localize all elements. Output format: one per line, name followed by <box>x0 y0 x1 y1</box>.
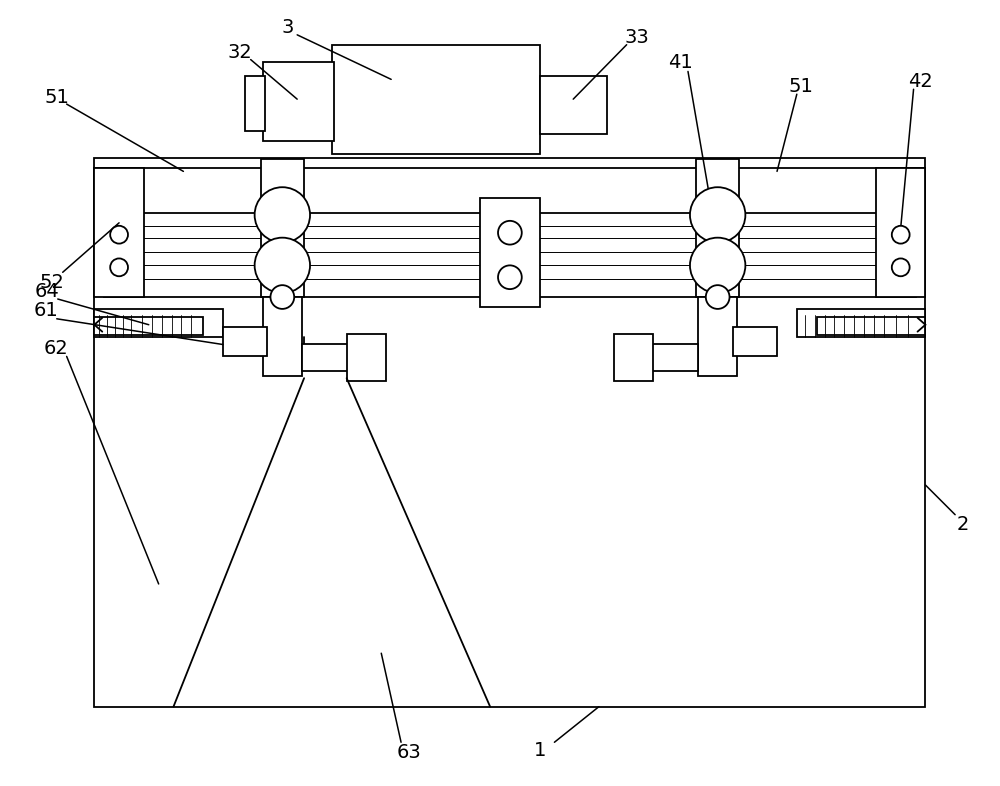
Bar <box>540 76 607 134</box>
Bar <box>94 309 223 336</box>
Circle shape <box>255 237 310 293</box>
Text: 2: 2 <box>957 515 969 534</box>
Text: 41: 41 <box>668 53 692 72</box>
Bar <box>614 333 653 381</box>
Circle shape <box>255 187 310 243</box>
Bar <box>817 317 925 335</box>
Bar <box>332 45 540 153</box>
Text: 52: 52 <box>39 273 64 292</box>
Bar <box>245 76 265 130</box>
Text: 32: 32 <box>227 43 252 62</box>
Text: 64: 64 <box>34 281 59 300</box>
Bar <box>347 333 386 381</box>
Bar <box>94 157 925 707</box>
Bar <box>696 159 739 297</box>
Circle shape <box>892 226 910 244</box>
Circle shape <box>690 237 745 293</box>
Bar <box>261 159 304 297</box>
Circle shape <box>270 285 294 309</box>
Circle shape <box>498 266 522 289</box>
Circle shape <box>690 187 745 243</box>
Bar <box>643 343 698 371</box>
Text: 42: 42 <box>908 72 933 91</box>
Bar <box>223 327 267 356</box>
Circle shape <box>706 285 730 309</box>
Bar <box>876 168 925 297</box>
Circle shape <box>892 259 910 276</box>
Bar <box>94 168 144 297</box>
Bar <box>263 297 302 376</box>
Text: 61: 61 <box>33 301 58 321</box>
Circle shape <box>498 221 522 244</box>
Bar <box>94 317 203 335</box>
Text: 33: 33 <box>624 28 649 47</box>
Circle shape <box>110 226 128 244</box>
Bar <box>733 327 777 356</box>
Text: 51: 51 <box>44 88 69 107</box>
Bar <box>797 309 925 336</box>
Bar <box>104 213 916 297</box>
Bar <box>263 61 334 141</box>
Text: 62: 62 <box>43 339 68 358</box>
Text: 1: 1 <box>533 740 546 760</box>
Bar <box>480 198 540 307</box>
Bar <box>94 168 925 218</box>
Bar <box>302 343 357 371</box>
Text: 63: 63 <box>397 743 421 762</box>
Text: 3: 3 <box>281 18 293 38</box>
Circle shape <box>110 259 128 276</box>
Bar <box>698 297 737 376</box>
Text: 51: 51 <box>788 77 813 96</box>
